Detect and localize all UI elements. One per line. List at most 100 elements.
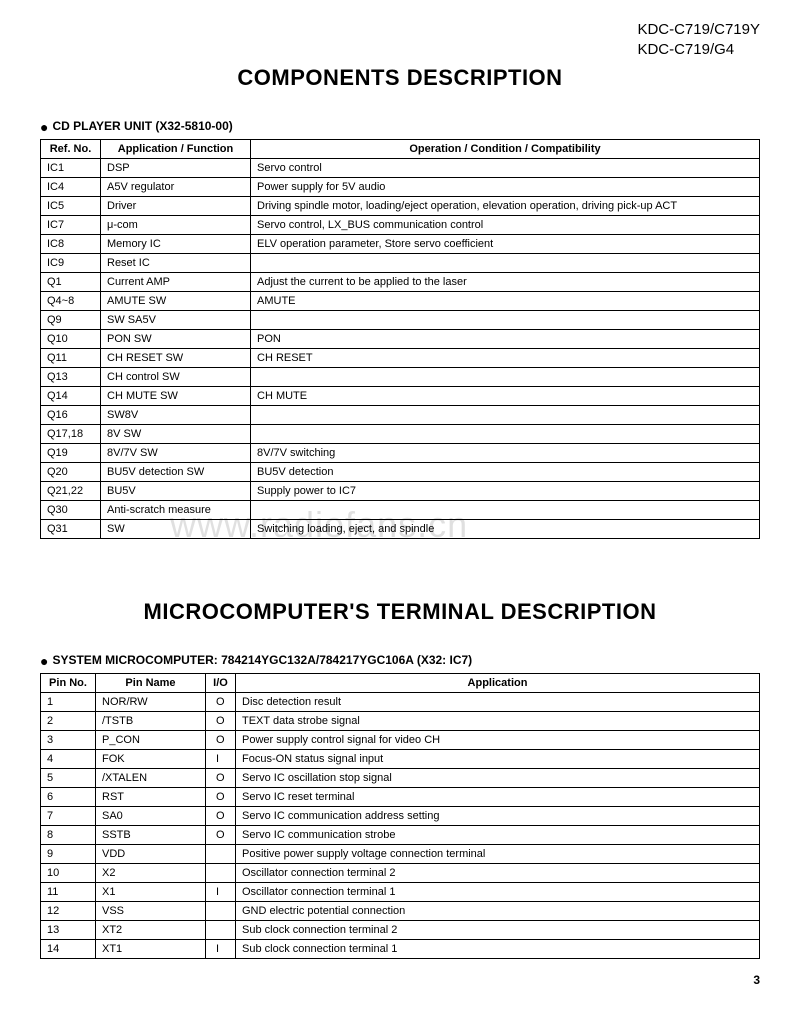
table-cell: IC4 bbox=[41, 178, 101, 197]
table-cell: IC1 bbox=[41, 159, 101, 178]
table-cell: /XTALEN bbox=[96, 769, 206, 788]
model-line-2: KDC-C719/G4 bbox=[637, 40, 760, 60]
table-cell: VSS bbox=[96, 902, 206, 921]
table-cell: IC5 bbox=[41, 197, 101, 216]
col-pinno: Pin No. bbox=[41, 674, 96, 693]
table-cell: 2 bbox=[41, 712, 96, 731]
table-cell: 8 bbox=[41, 826, 96, 845]
table-row: Q10PON SWPON bbox=[41, 330, 760, 349]
section2-label: ●SYSTEM MICROCOMPUTER: 784214YGC132A/784… bbox=[40, 653, 760, 669]
table-cell: Power supply control signal for video CH bbox=[236, 731, 760, 750]
table-cell bbox=[251, 368, 760, 387]
table-cell: Q14 bbox=[41, 387, 101, 406]
table-row: 4FOKIFocus-ON status signal input bbox=[41, 750, 760, 769]
table-cell: I bbox=[206, 940, 236, 959]
table-cell bbox=[251, 425, 760, 444]
table-cell: Q31 bbox=[41, 520, 101, 539]
table-cell: FOK bbox=[96, 750, 206, 769]
table-row: IC8Memory ICELV operation parameter, Sto… bbox=[41, 235, 760, 254]
table-cell: 1 bbox=[41, 693, 96, 712]
table-cell: AMUTE bbox=[251, 292, 760, 311]
table-row: Q4~8AMUTE SWAMUTE bbox=[41, 292, 760, 311]
table-cell: Driver bbox=[101, 197, 251, 216]
table-row: 9VDD Positive power supply voltage connec… bbox=[41, 845, 760, 864]
table-cell: I bbox=[206, 750, 236, 769]
table-cell: CH control SW bbox=[101, 368, 251, 387]
table-row: Q198V/7V SW8V/7V switching bbox=[41, 444, 760, 463]
table-cell bbox=[251, 406, 760, 425]
table-cell: CH MUTE SW bbox=[101, 387, 251, 406]
table-cell: SSTB bbox=[96, 826, 206, 845]
table-cell: O bbox=[206, 826, 236, 845]
table-cell: 8V SW bbox=[101, 425, 251, 444]
table-cell: 3 bbox=[41, 731, 96, 750]
table-cell: Q13 bbox=[41, 368, 101, 387]
col-operation: Operation / Condition / Compatibility bbox=[251, 140, 760, 159]
table-cell: I bbox=[206, 883, 236, 902]
table-cell: VDD bbox=[96, 845, 206, 864]
table-row: Q11CH RESET SWCH RESET bbox=[41, 349, 760, 368]
table-cell bbox=[206, 864, 236, 883]
terminal-table: Pin No. Pin Name I/O Application 1NOR/RW… bbox=[40, 673, 760, 959]
table-cell: CH MUTE bbox=[251, 387, 760, 406]
table-cell: Oscillator connection terminal 1 bbox=[236, 883, 760, 902]
page-number: 3 bbox=[40, 973, 760, 987]
table-cell: O bbox=[206, 693, 236, 712]
table-row: 13XT2Sub clock connection terminal 2 bbox=[41, 921, 760, 940]
table-cell: Memory IC bbox=[101, 235, 251, 254]
table-cell: 12 bbox=[41, 902, 96, 921]
table-cell: Servo control bbox=[251, 159, 760, 178]
table-row: IC5DriverDriving spindle motor, loading/… bbox=[41, 197, 760, 216]
table-cell: 8V/7V SW bbox=[101, 444, 251, 463]
table-cell: BU5V bbox=[101, 482, 251, 501]
col-pinname: Pin Name bbox=[96, 674, 206, 693]
table-cell: AMUTE SW bbox=[101, 292, 251, 311]
table-cell: IC8 bbox=[41, 235, 101, 254]
table-cell: XT1 bbox=[96, 940, 206, 959]
table-cell bbox=[251, 501, 760, 520]
table-cell: BU5V detection SW bbox=[101, 463, 251, 482]
table-cell: O bbox=[206, 807, 236, 826]
table-cell: Sub clock connection terminal 2 bbox=[236, 921, 760, 940]
table-cell: 13 bbox=[41, 921, 96, 940]
table-row: Q31SWSwitching loading, eject, and spind… bbox=[41, 520, 760, 539]
table-row: 8SSTBOServo IC communication strobe bbox=[41, 826, 760, 845]
table-cell: SW bbox=[101, 520, 251, 539]
table-cell: Servo IC oscillation stop signal bbox=[236, 769, 760, 788]
table-cell: Power supply for 5V audio bbox=[251, 178, 760, 197]
table-row: Q30Anti-scratch measure bbox=[41, 501, 760, 520]
table-cell: 4 bbox=[41, 750, 96, 769]
table-cell: SW SA5V bbox=[101, 311, 251, 330]
table-cell: O bbox=[206, 788, 236, 807]
table-cell: PON SW bbox=[101, 330, 251, 349]
table-row: 12VSSGND electric potential connection bbox=[41, 902, 760, 921]
table-cell: Servo control, LX_BUS communication cont… bbox=[251, 216, 760, 235]
table-cell: Q1 bbox=[41, 273, 101, 292]
table-cell: Positive power supply voltage connection… bbox=[236, 845, 760, 864]
table-cell: Servo IC communication address setting bbox=[236, 807, 760, 826]
table-cell: Driving spindle motor, loading/eject ope… bbox=[251, 197, 760, 216]
table-cell: 7 bbox=[41, 807, 96, 826]
table-cell: Q10 bbox=[41, 330, 101, 349]
table-row: Q16SW8V bbox=[41, 406, 760, 425]
table-cell: 8V/7V switching bbox=[251, 444, 760, 463]
table-cell: 6 bbox=[41, 788, 96, 807]
table-cell: BU5V detection bbox=[251, 463, 760, 482]
table-cell: Q9 bbox=[41, 311, 101, 330]
table-cell: P_CON bbox=[96, 731, 206, 750]
table-cell: Q20 bbox=[41, 463, 101, 482]
table-cell: 14 bbox=[41, 940, 96, 959]
table-row: Q14CH MUTE SWCH MUTE bbox=[41, 387, 760, 406]
table-cell: 10 bbox=[41, 864, 96, 883]
table-cell: O bbox=[206, 769, 236, 788]
table-cell: Q21,22 bbox=[41, 482, 101, 501]
table-cell: 9 bbox=[41, 845, 96, 864]
table-cell: SW8V bbox=[101, 406, 251, 425]
table-row: 1NOR/RWODisc detection result bbox=[41, 693, 760, 712]
col-refno: Ref. No. bbox=[41, 140, 101, 159]
page-title-1: COMPONENTS DESCRIPTION bbox=[40, 65, 760, 91]
table-row: IC1DSPServo control bbox=[41, 159, 760, 178]
table-cell bbox=[206, 902, 236, 921]
table-cell: IC9 bbox=[41, 254, 101, 273]
table-row: 3P_CONOPower supply control signal for v… bbox=[41, 731, 760, 750]
